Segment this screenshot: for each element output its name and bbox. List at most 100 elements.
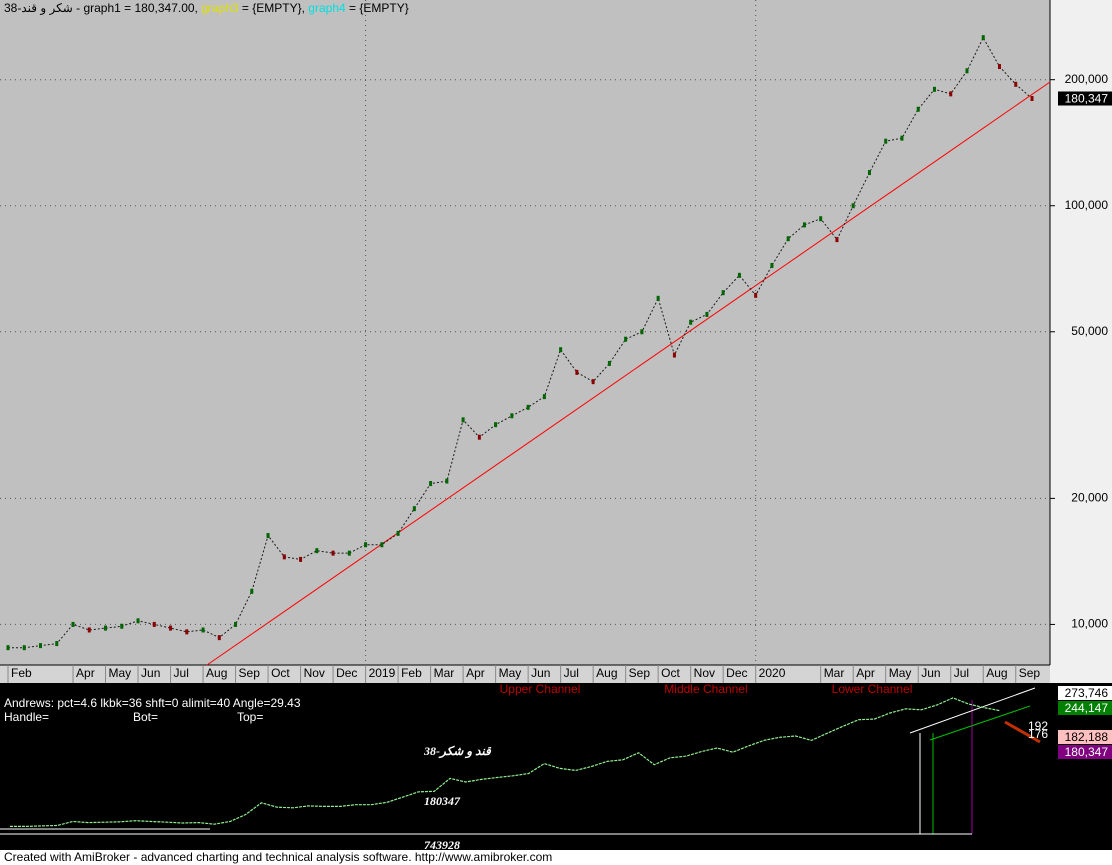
y-tick-label: 50,000 <box>1071 324 1108 338</box>
price-bar <box>721 290 725 296</box>
price-bar <box>1030 95 1034 101</box>
x-tick-label: Jun <box>531 666 550 680</box>
price-bar <box>591 379 595 385</box>
indicator-text: Andrews: pct=4.6 lkbk=36 shft=0 alimit=4… <box>4 696 301 710</box>
chart-title: شکر و قند-38 - graph1 = 180,347.00, grap… <box>4 1 409 15</box>
channel-label: Middle Channel <box>664 682 747 696</box>
price-bar <box>6 645 10 651</box>
price-bar <box>217 635 221 641</box>
value-tag-label: 273,746 <box>1065 686 1109 700</box>
x-tick-label: May <box>109 666 132 680</box>
price-bar <box>71 621 75 627</box>
x-tick-label: Apr <box>76 666 95 680</box>
value-tag-label: 182,188 <box>1065 730 1109 744</box>
price-bar <box>884 138 888 144</box>
indicator-text: Top= <box>237 710 263 724</box>
price-bar <box>299 556 303 562</box>
price-bar <box>136 618 140 624</box>
price-bar <box>949 91 953 97</box>
x-tick-label: Jul <box>564 666 579 680</box>
x-tick-label: May <box>889 666 912 680</box>
price-bar <box>87 627 91 633</box>
big-price: 180347 <box>424 794 461 808</box>
price-bar <box>185 629 189 635</box>
price-bar <box>364 542 368 548</box>
price-bar <box>607 360 611 366</box>
price-bar <box>477 434 481 440</box>
price-bar <box>786 236 790 242</box>
y-tick-label: 20,000 <box>1071 491 1108 505</box>
price-bar <box>55 641 59 647</box>
title-text: = {EMPTY} <box>346 1 409 15</box>
x-tick-label: Jul <box>954 666 969 680</box>
price-bar <box>396 530 400 536</box>
price-bar <box>737 272 741 278</box>
price-bar <box>282 554 286 560</box>
price-bar <box>575 369 579 375</box>
small-label: 192 <box>1028 719 1048 733</box>
x-tick-label: Apr <box>466 666 485 680</box>
footer-bg <box>0 850 1112 865</box>
channel-line <box>909 687 1036 734</box>
price-bar <box>542 394 546 400</box>
last-price-label: 180,347 <box>1065 92 1109 106</box>
value-tag-label: 180,347 <box>1065 745 1109 759</box>
price-bar <box>705 311 709 317</box>
price-bar <box>494 422 498 428</box>
price-bar <box>22 645 26 651</box>
price-bar <box>559 347 563 353</box>
price-bar <box>347 550 351 556</box>
plot-bg <box>0 0 1050 665</box>
price-line <box>8 36 1033 649</box>
date-axis-bg <box>0 665 1050 683</box>
big-name: قند و شکر-38 <box>423 744 492 759</box>
price-bar <box>672 352 676 358</box>
price-bar <box>770 262 774 268</box>
x-tick-label: 2019 <box>369 666 396 680</box>
price-bar <box>39 643 43 649</box>
price-bar <box>315 548 319 554</box>
x-tick-label: Nov <box>304 666 325 680</box>
price-bar <box>266 533 270 539</box>
price-bar <box>380 542 384 548</box>
title-graph3: graph3 <box>201 1 239 15</box>
x-tick-label: 2020 <box>759 666 786 680</box>
y-tick-label: 100,000 <box>1065 198 1109 212</box>
channel-label: Upper Channel <box>500 682 581 696</box>
price-bar <box>104 625 108 631</box>
x-tick-label: Feb <box>11 666 32 680</box>
value-tag <box>1058 745 1112 759</box>
channel-line <box>929 705 1031 741</box>
price-bar <box>201 627 205 633</box>
x-tick-label: Aug <box>986 666 1007 680</box>
value-tag <box>1058 686 1112 700</box>
price-bar <box>656 295 660 301</box>
x-tick-label: Oct <box>271 666 290 680</box>
x-tick-label: Sep <box>239 666 261 680</box>
indicator-text: Bot= <box>133 710 158 724</box>
value-tag-label: 244,147 <box>1065 701 1109 715</box>
panel-bg <box>0 683 1112 850</box>
x-tick-label: Jul <box>174 666 189 680</box>
x-tick-label: Dec <box>336 666 357 680</box>
price-bar <box>640 329 644 335</box>
x-tick-label: Apr <box>856 666 875 680</box>
x-tick-label: Aug <box>596 666 617 680</box>
mini-price-line <box>10 697 1001 827</box>
price-bar <box>997 64 1001 70</box>
small-label: 176 <box>1028 727 1048 741</box>
x-tick-label: Mar <box>434 666 455 680</box>
x-tick-label: Sep <box>629 666 651 680</box>
price-bar <box>1014 81 1018 87</box>
price-bar <box>331 550 335 556</box>
last-price-tag <box>1058 91 1112 106</box>
price-bar <box>835 237 839 243</box>
price-bar <box>445 478 449 484</box>
price-bar <box>234 621 238 627</box>
x-tick-label: Dec <box>726 666 747 680</box>
price-bar <box>250 588 254 594</box>
price-bar <box>412 506 416 512</box>
title-text: شکر و قند-38 - graph1 = 180,347.00, <box>4 1 201 15</box>
price-bar <box>689 319 693 325</box>
